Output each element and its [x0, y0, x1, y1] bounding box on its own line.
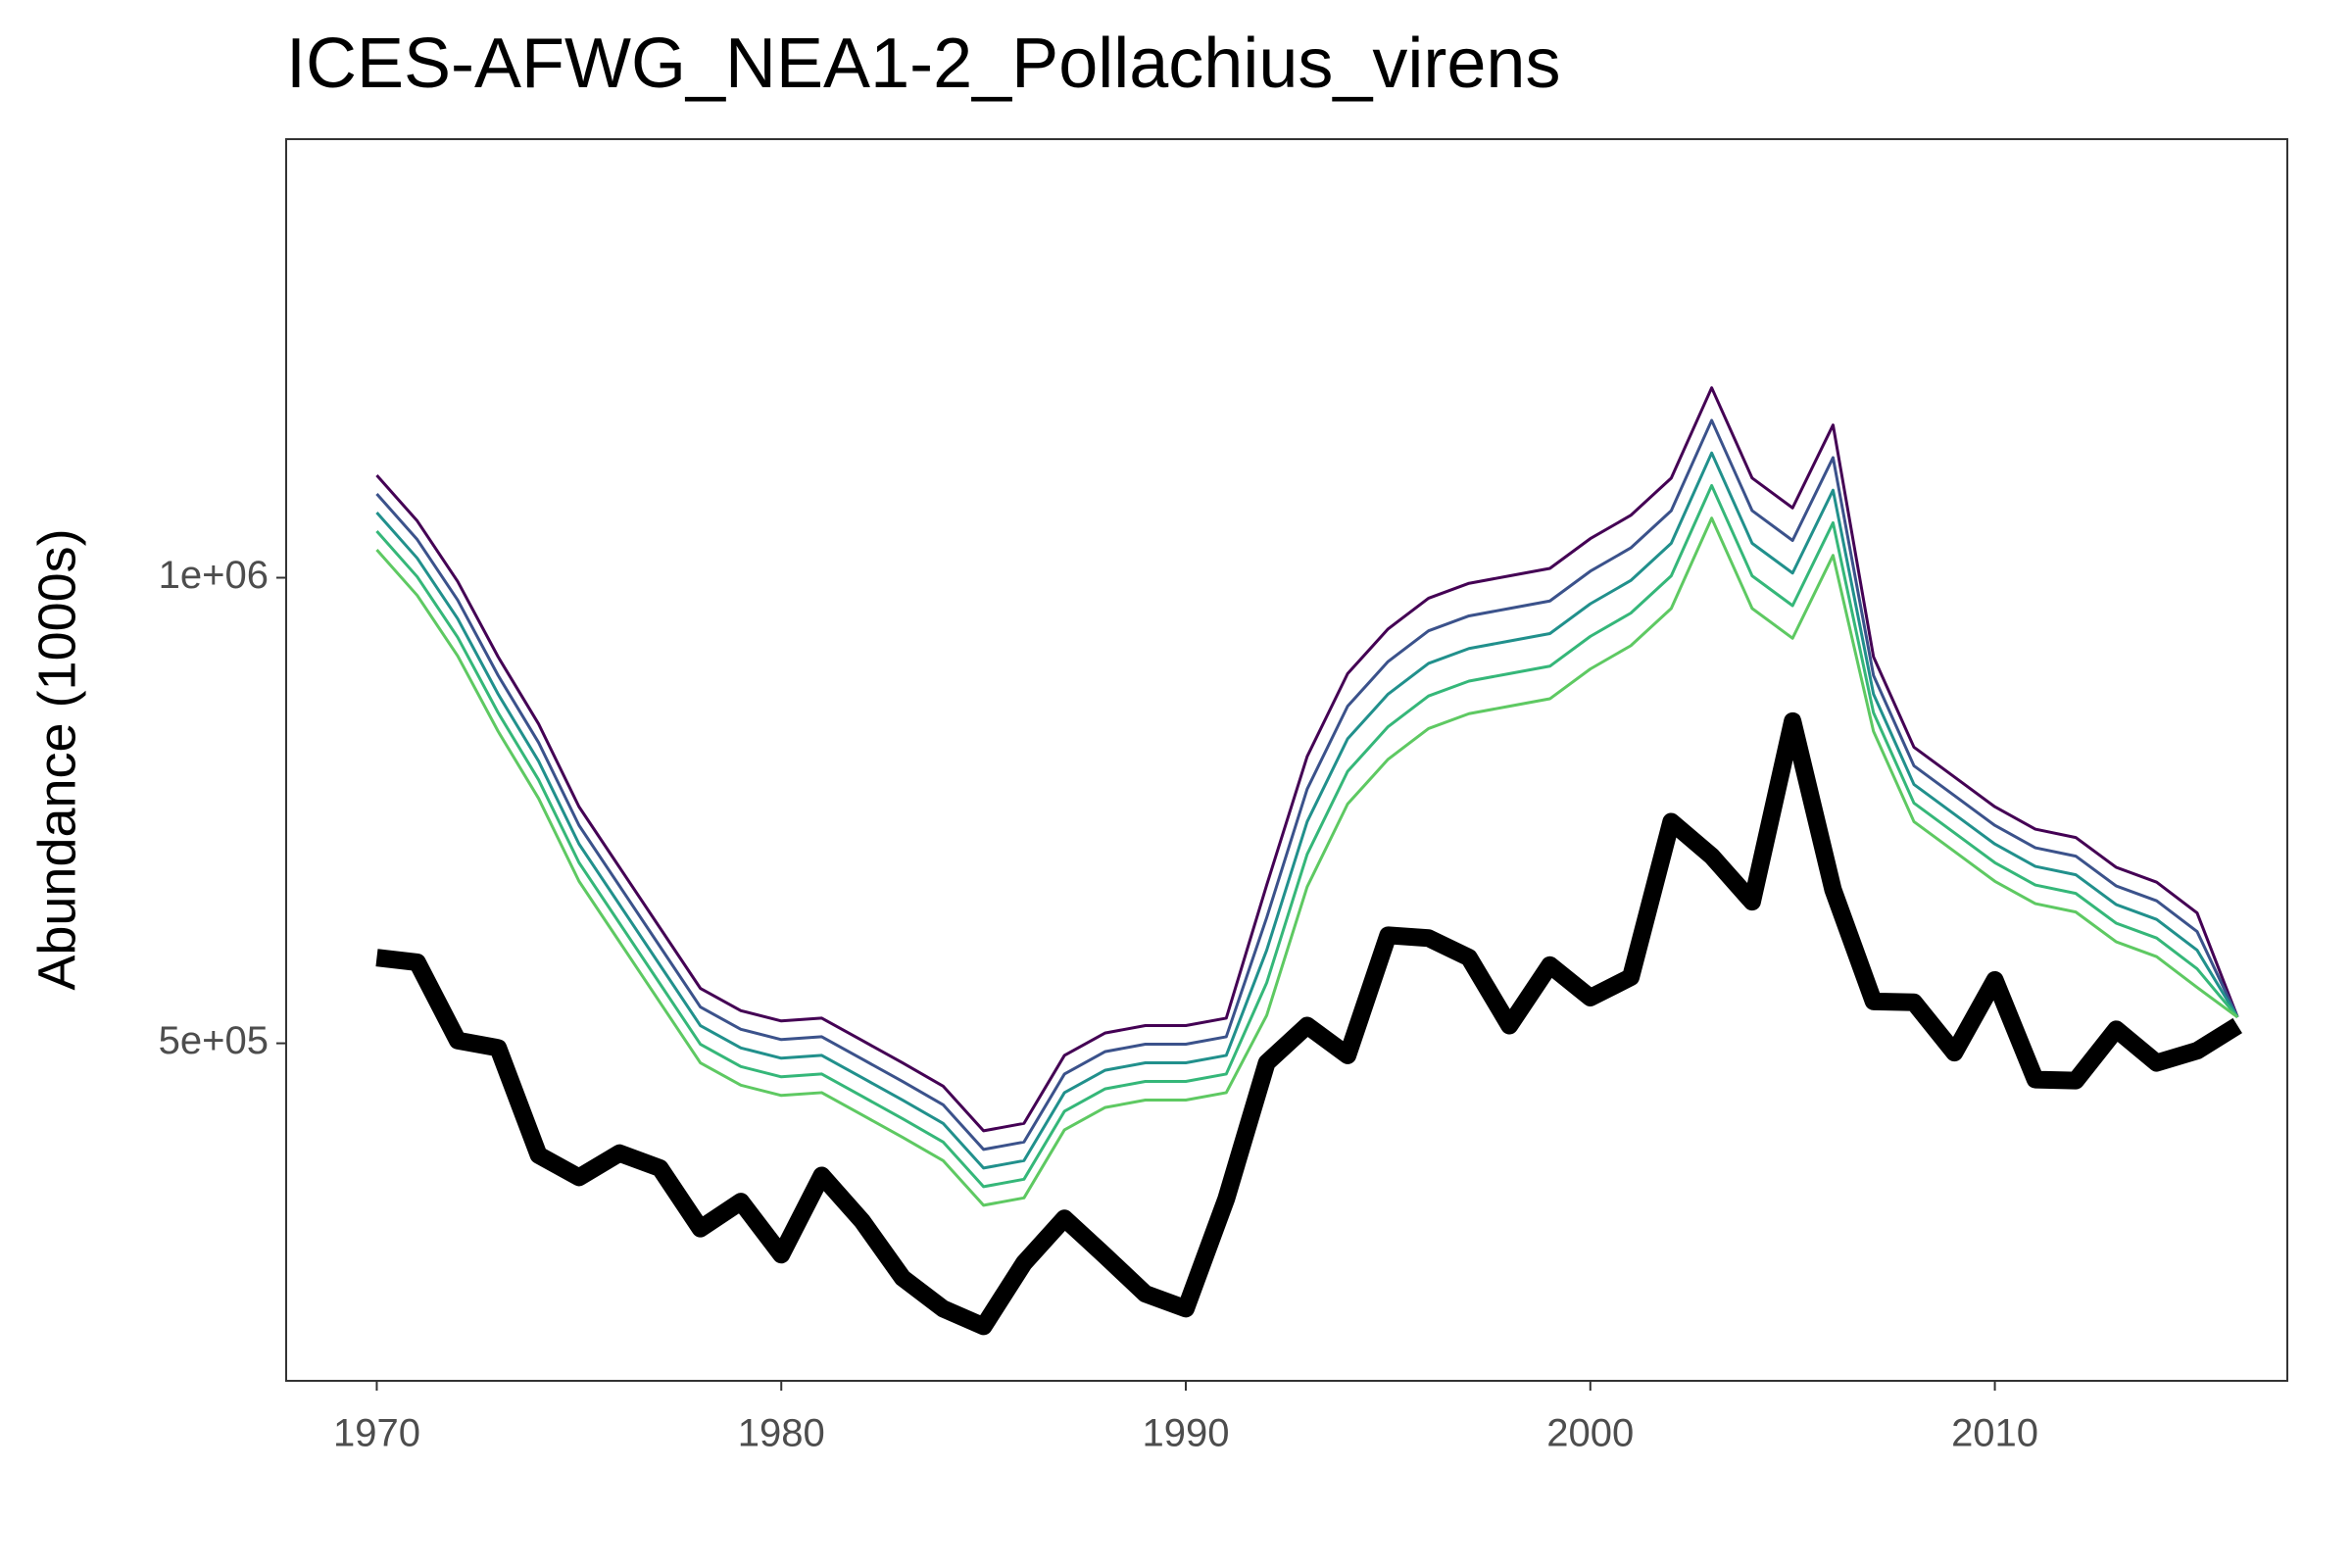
y-axis-title: Abundance (1000s) [27, 528, 86, 990]
series-line [375, 483, 2239, 1189]
y-tick-label: 5e+05 [159, 1019, 269, 1062]
y-tick-label: 1e+06 [159, 554, 269, 597]
series-line [375, 386, 2239, 1133]
plot-border [285, 138, 2288, 1382]
x-tick-label: 1980 [738, 1412, 825, 1455]
series-line [375, 451, 2239, 1170]
x-tick-label: 2010 [1951, 1412, 2038, 1455]
series-line [375, 516, 2239, 1207]
chart-title: ICES-AFWG_NEA1-2_Pollachius_virens [286, 24, 1560, 103]
x-tick-label: 2000 [1546, 1412, 1634, 1455]
x-tick-label: 1990 [1143, 1412, 1230, 1455]
series-line [375, 711, 2242, 1336]
series-line [375, 418, 2239, 1152]
x-tick-label: 1970 [333, 1412, 420, 1455]
